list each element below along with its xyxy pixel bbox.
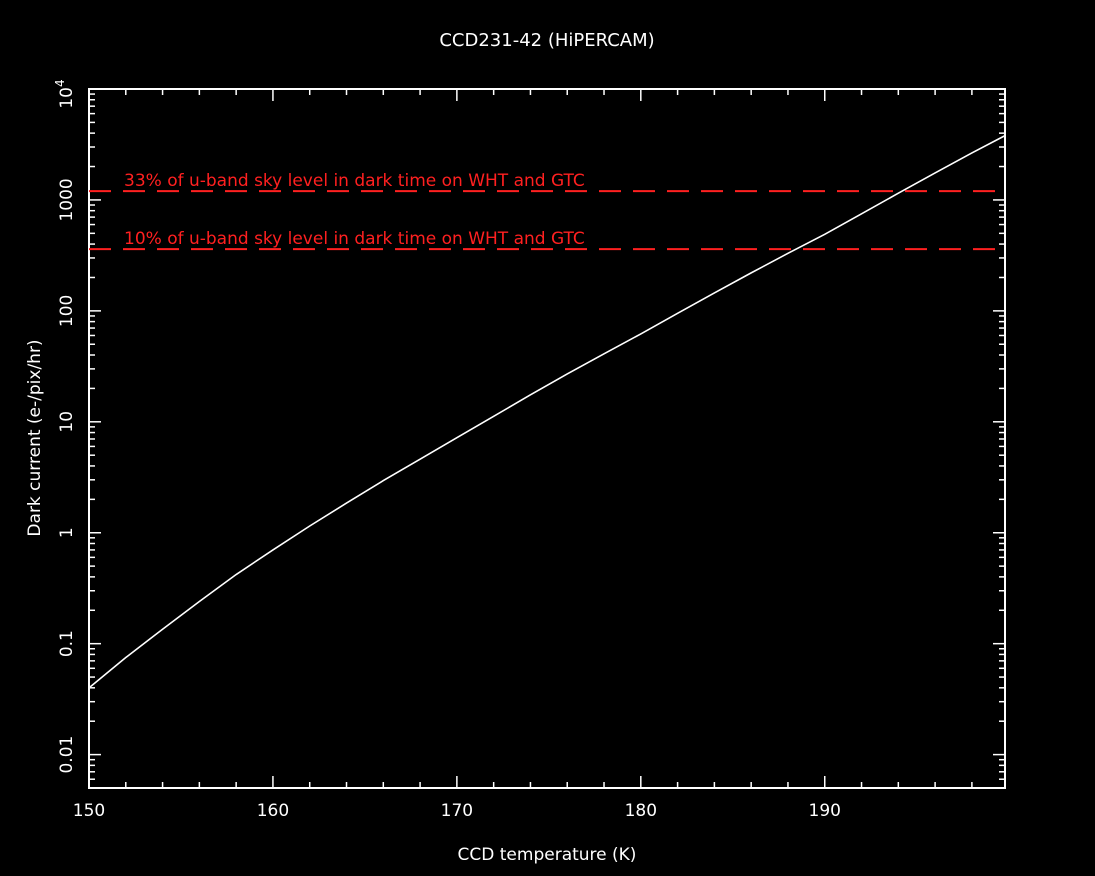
x-tick-label: 170 (441, 801, 473, 821)
reference-lines: 33% of u-band sky level in dark time on … (89, 171, 1005, 251)
x-tick-label: 150 (73, 801, 105, 821)
plot-border (88, 88, 1006, 789)
y-tick-label-top: 104 (53, 79, 77, 108)
dark-current-curve (88, 134, 1006, 689)
y-tick-label: 10 (57, 411, 77, 433)
series-group (88, 134, 1006, 689)
y-tick-label-top-base: 10 (57, 87, 77, 109)
y-axis-label: Dark current (e-/pix/hr) (25, 339, 45, 536)
reference-line-label: 33% of u-band sky level in dark time on … (124, 171, 585, 191)
reference-line-label: 10% of u-band sky level in dark time on … (124, 229, 585, 249)
y-tick-label: 1000 (57, 178, 77, 221)
x-tick-label: 180 (625, 801, 657, 821)
chart-title: CCD231-42 (HiPERCAM) (439, 30, 654, 51)
y-tick-label: 0.01 (57, 736, 77, 774)
x-tick-label: 160 (257, 801, 289, 821)
y-tick-label-top-exponent: 4 (53, 79, 67, 87)
y-tick-label: 100 (57, 295, 77, 327)
y-tick-label: 1 (57, 527, 77, 538)
x-tick-label: 190 (809, 801, 841, 821)
y-tick-label: 0.1 (57, 630, 77, 657)
x-axis-label: CCD temperature (K) (458, 845, 637, 865)
plot-frame (88, 88, 1006, 789)
